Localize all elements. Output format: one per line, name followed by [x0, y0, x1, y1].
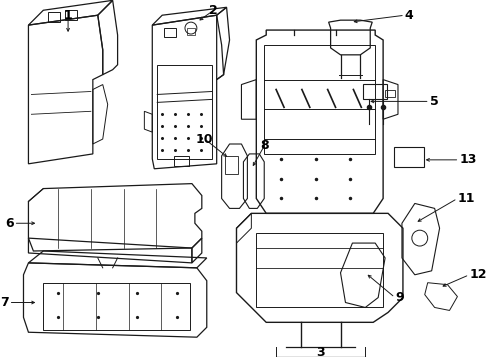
Text: 11: 11: [458, 192, 475, 205]
Text: 12: 12: [469, 268, 487, 281]
Text: 7: 7: [0, 296, 9, 309]
Bar: [363, 84, 387, 99]
Text: 6: 6: [5, 217, 14, 230]
Text: 1: 1: [64, 9, 73, 22]
Bar: [48, 12, 60, 22]
Bar: [224, 156, 239, 174]
Text: 4: 4: [405, 9, 414, 22]
Text: 2: 2: [209, 4, 218, 17]
Bar: [187, 28, 195, 35]
Text: 13: 13: [460, 153, 477, 166]
Bar: [65, 10, 77, 20]
Text: 8: 8: [260, 139, 269, 153]
Text: 3: 3: [317, 346, 325, 359]
Bar: [264, 45, 375, 154]
Bar: [157, 65, 212, 159]
Text: 5: 5: [430, 95, 439, 108]
Bar: [174, 156, 189, 166]
Bar: [256, 233, 383, 307]
Text: 10: 10: [196, 132, 214, 145]
Bar: [43, 283, 190, 330]
Text: 9: 9: [395, 291, 404, 304]
Bar: [164, 28, 176, 37]
Bar: [385, 90, 395, 98]
